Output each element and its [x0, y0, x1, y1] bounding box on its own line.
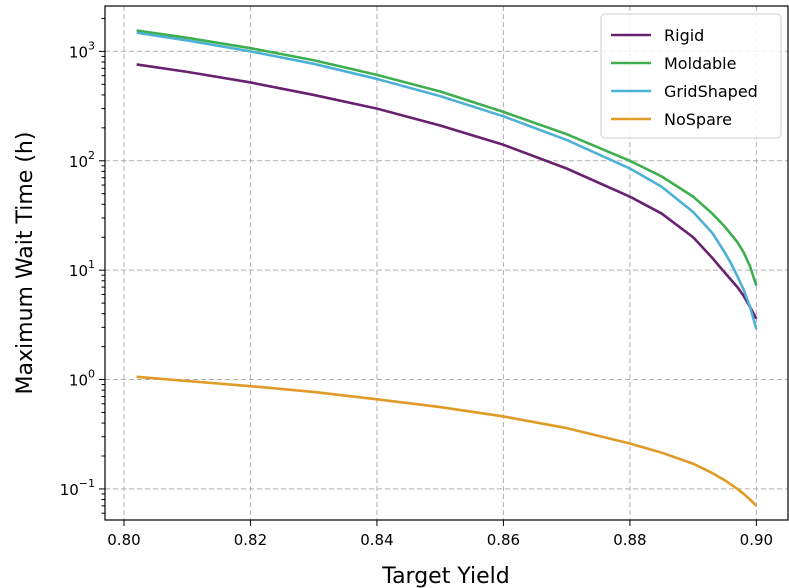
x-axis-label: Target Yield — [381, 564, 509, 588]
series-line-nospare — [136, 375, 758, 507]
y-tick-label: 10−1 — [60, 477, 95, 499]
y-tick-exponent: 0 — [88, 368, 95, 381]
x-tick-label: 0.88 — [613, 531, 646, 549]
legend: Rigid Moldable GridShaped NoSpare — [600, 13, 782, 139]
y-tick-exponent: 2 — [88, 149, 95, 162]
x-tick-label: 0.80 — [107, 531, 140, 549]
x-tick-label: 0.82 — [234, 531, 267, 549]
axes — [104, 5, 789, 521]
series-line-gridshaped — [136, 31, 758, 330]
legend-label-nospare: NoSpare — [664, 110, 732, 129]
y-tick-label: 101 — [69, 258, 95, 280]
y-tick-exponent: 1 — [88, 258, 95, 271]
y-tick-label: 103 — [69, 39, 95, 61]
y-tick-label: 102 — [69, 149, 95, 171]
legend-label-rigid: Rigid — [664, 26, 704, 45]
y-tick-exponent: −1 — [79, 477, 95, 490]
plot-frame — [104, 5, 789, 521]
y-tick-exponent: 3 — [88, 39, 95, 52]
legend-label-moldable: Moldable — [664, 54, 736, 73]
series-line-rigid — [136, 63, 758, 320]
x-tick-label: 0.90 — [740, 531, 773, 549]
y-tick-base: 10 — [69, 43, 88, 61]
y-axis-label: Maximum Wait Time (h) — [13, 132, 38, 395]
y-tick-base: 10 — [60, 481, 79, 499]
y-tick-label: 100 — [69, 368, 95, 390]
x-tick-label: 0.86 — [487, 531, 520, 549]
x-tick-label: 0.84 — [360, 531, 393, 549]
series-lines — [136, 29, 758, 507]
y-tick-base: 10 — [69, 372, 88, 390]
y-tick-base: 10 — [69, 153, 88, 171]
series-line-moldable — [136, 29, 758, 287]
legend-box — [600, 13, 782, 139]
grid — [105, 6, 788, 520]
legend-label-gridshaped: GridShaped — [664, 82, 758, 101]
x-ticks: 0.80 0.82 0.84 0.86 0.88 0.90 — [107, 520, 773, 549]
y-tick-base: 10 — [69, 262, 88, 280]
